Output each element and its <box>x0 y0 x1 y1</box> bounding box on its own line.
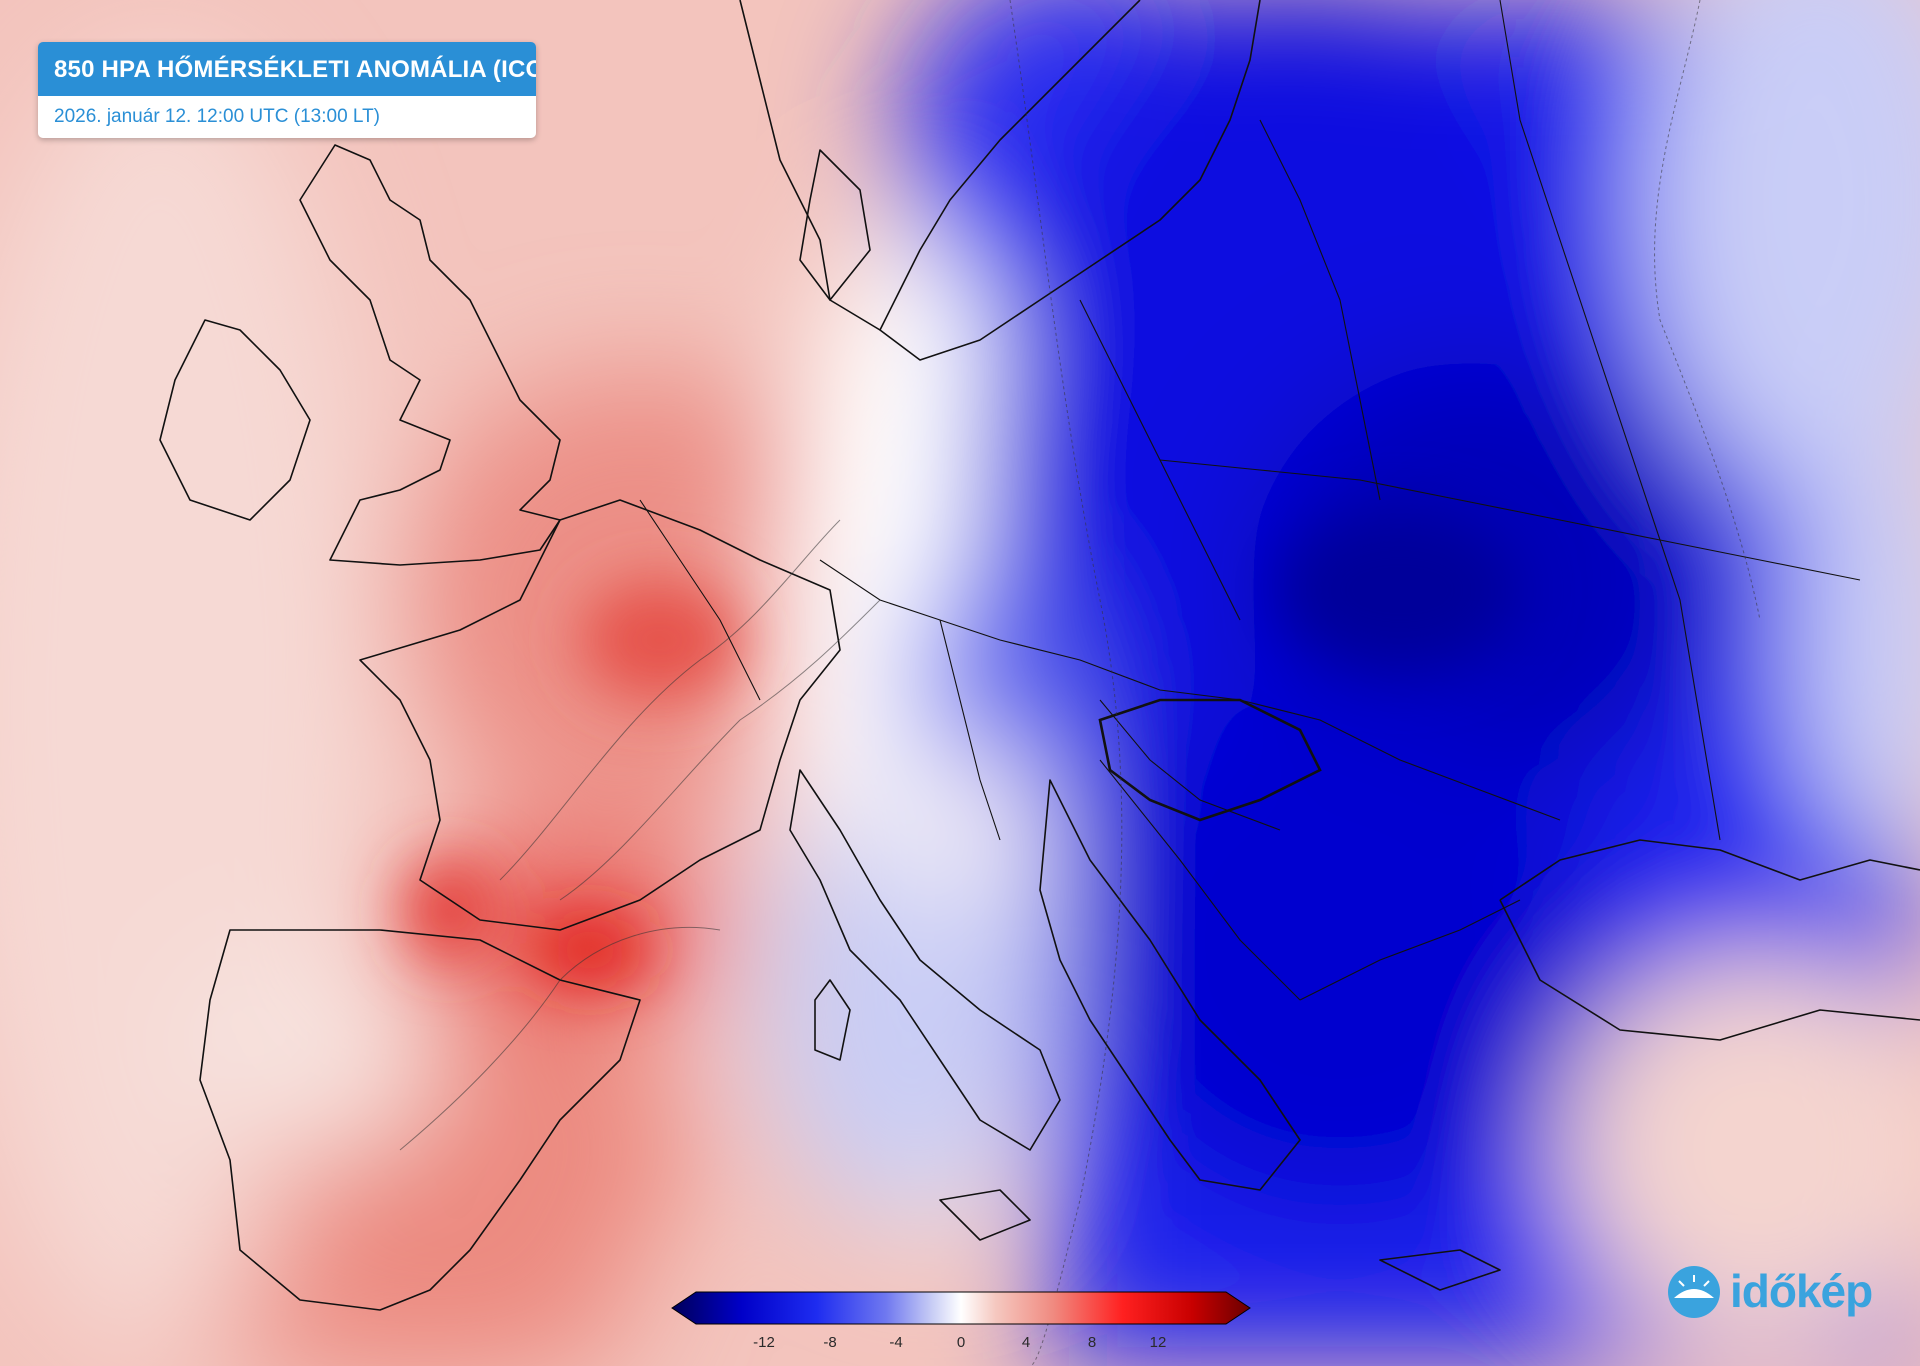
hungary-border <box>1098 698 1322 822</box>
coastlines <box>159 0 1920 1311</box>
tick-label: 8 <box>1087 1334 1097 1351</box>
logo-text: időkép <box>1730 1265 1873 1317</box>
sun-cloud-icon <box>1668 1266 1720 1318</box>
country-borders <box>639 0 1861 1001</box>
idokep-logo: időkép <box>1664 1262 1884 1326</box>
colorbar-ticks: -12 -8 -4 0 4 8 12 <box>672 1334 1250 1356</box>
tick-label: -8 <box>823 1334 837 1351</box>
map-title: 850 HPA HŐMÉRSÉKLETI ANOMÁLIA (ICON-EU) <box>38 42 536 96</box>
tick-label: 12 <box>1149 1334 1167 1351</box>
colorbar-ramp <box>671 1291 1251 1325</box>
tick-label: -4 <box>889 1334 903 1351</box>
contour-lines <box>399 0 1761 1366</box>
map-timestamp: 2026. január 12. 12:00 UTC (13:00 LT) <box>38 96 536 138</box>
colorbar-labels: -12 -8 -4 0 4 8 12 <box>672 1290 1250 1360</box>
tick-label: 0 <box>956 1334 966 1351</box>
tick-label: -12 <box>753 1334 775 1351</box>
legend-colorbar <box>671 1291 1251 1325</box>
tick-label: 4 <box>1021 1334 1031 1351</box>
title-card: 850 HPA HŐMÉRSÉKLETI ANOMÁLIA (ICON-EU) … <box>38 42 536 138</box>
